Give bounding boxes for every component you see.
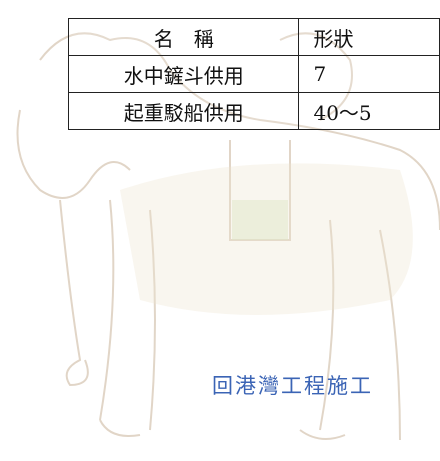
header-cell: 名 稱 [67, 18, 300, 56]
caption: 回港灣工程施工 [212, 374, 373, 398]
cell: 40～5 [298, 92, 440, 130]
cell: 起重駁船供用 [67, 92, 300, 130]
row: 水中鏟斗供用 7 [67, 55, 440, 93]
table: 名 稱 形狀 水中鏟斗供用 7 起重駁船供用 40～5 [67, 18, 440, 130]
cell: 水中鏟斗供用 [67, 55, 300, 93]
header-row: 名 稱 形狀 [67, 18, 440, 56]
header-cell: 形狀 [298, 18, 440, 56]
saddle [232, 200, 288, 240]
row: 起重駁船供用 40～5 [67, 92, 440, 130]
cell: 7 [298, 55, 440, 93]
